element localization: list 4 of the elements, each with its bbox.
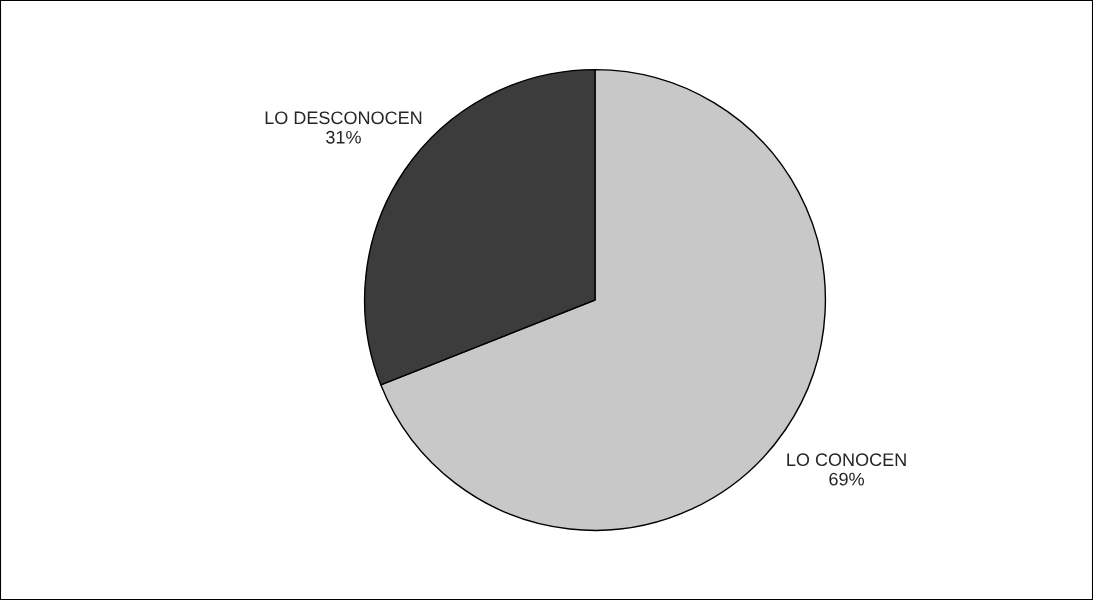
slice-label: LO DESCONOCEN (265, 111, 422, 125)
data-label: 69% (829, 472, 864, 486)
data-label: 31% (326, 130, 361, 144)
slice-label: LO CONOCEN (787, 453, 906, 467)
